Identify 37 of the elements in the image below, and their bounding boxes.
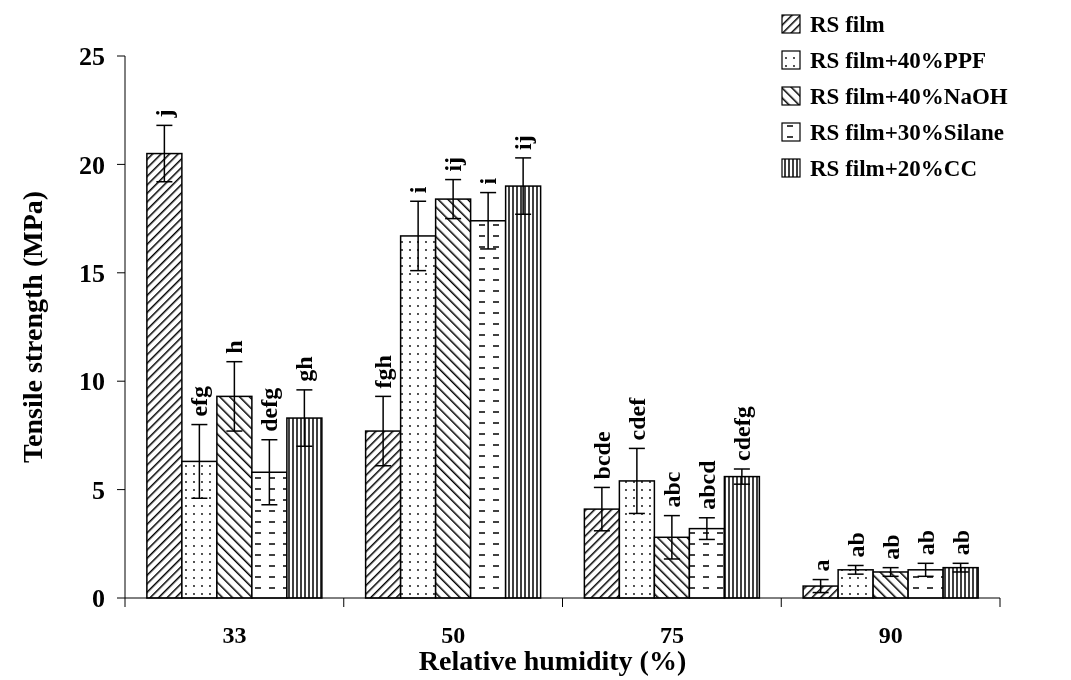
x-tick-label: 90 bbox=[878, 622, 903, 648]
legend-label: RS film bbox=[810, 12, 885, 38]
x-tick-label: 75 bbox=[659, 622, 684, 648]
data-label: cdef bbox=[623, 396, 650, 441]
data-label: i bbox=[405, 186, 432, 194]
data-label: ab bbox=[912, 529, 939, 556]
legend-label: RS film+30%Silane bbox=[810, 120, 1004, 146]
data-label: defg bbox=[256, 387, 283, 432]
data-label: cdefg bbox=[728, 406, 755, 461]
x-tick-label: 50 bbox=[441, 622, 466, 648]
y-tick-label: 0 bbox=[92, 584, 105, 614]
y-tick-label: 5 bbox=[92, 475, 105, 505]
y-tick-label: 15 bbox=[79, 258, 105, 288]
data-label: abc bbox=[658, 471, 685, 508]
legend-label: RS film+40%PPF bbox=[810, 48, 987, 74]
x-axis-title: Relative humidity (%) bbox=[418, 645, 687, 676]
data-label: ij bbox=[510, 135, 537, 150]
data-label: efg bbox=[186, 385, 213, 417]
data-label: fgh bbox=[370, 355, 397, 389]
data-label: ij bbox=[440, 156, 467, 172]
data-label: bcde bbox=[588, 431, 615, 480]
data-label: j bbox=[151, 109, 178, 119]
data-label: abcd bbox=[693, 459, 720, 510]
data-label: ab bbox=[947, 529, 974, 556]
data-label: ab bbox=[877, 534, 904, 560]
legend-label: RS film+20%CC bbox=[810, 156, 978, 182]
data-label: ab bbox=[842, 532, 869, 558]
y-axis-title: Tensile strength (MPa) bbox=[17, 190, 48, 464]
x-tick-label: 33 bbox=[222, 622, 247, 648]
y-tick-label: 10 bbox=[79, 367, 105, 397]
legend-label: RS film+40%NaOH bbox=[810, 84, 1008, 110]
data-label: a bbox=[807, 559, 834, 572]
y-tick-label: 25 bbox=[79, 42, 105, 72]
data-label: i bbox=[475, 177, 502, 185]
data-label: gh bbox=[291, 356, 318, 382]
data-label: h bbox=[221, 340, 248, 354]
y-tick-label: 20 bbox=[79, 150, 105, 180]
